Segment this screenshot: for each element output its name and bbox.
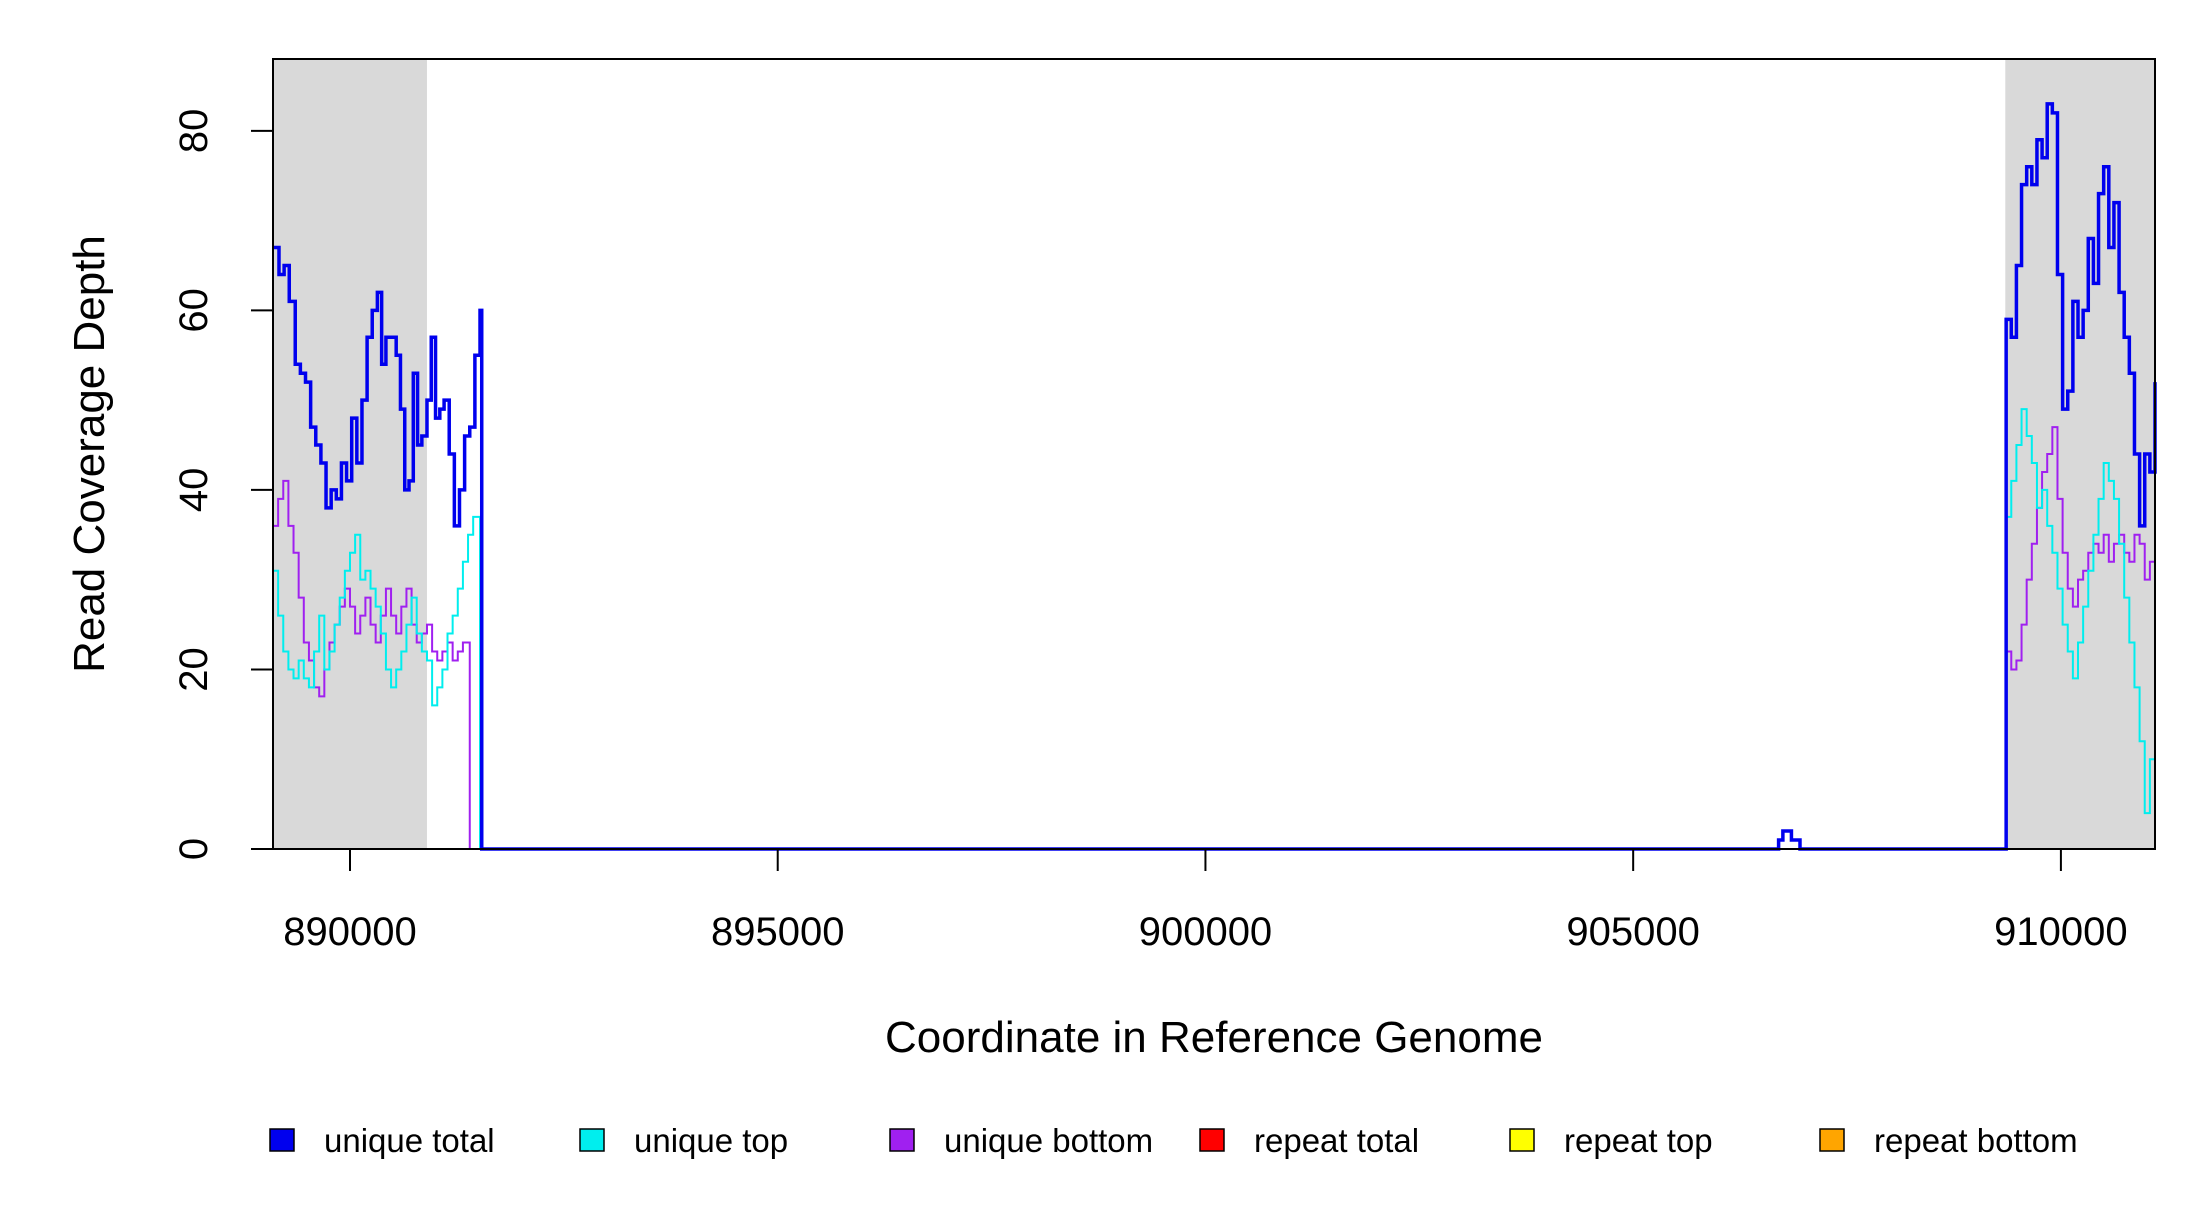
x-tick-label: 910000 (1994, 910, 2127, 954)
y-tick-label: 80 (172, 109, 216, 154)
legend-swatch-unique-top (579, 1128, 605, 1152)
x-tick-label: 900000 (1139, 910, 1272, 954)
y-tick-label: 60 (172, 288, 216, 333)
legend-swatch-unique-bottom (889, 1128, 915, 1152)
y-tick-label: 40 (172, 468, 216, 512)
y-tick-label: 0 (172, 838, 216, 860)
legend-swatch-repeat-bottom (1819, 1128, 1845, 1152)
legend-label-repeat-total: repeat total (1254, 1122, 1419, 1159)
legend: unique total unique top unique bottom repea… (269, 1122, 2078, 1159)
y-axis-title: Read Coverage Depth (65, 235, 114, 673)
legend-label-repeat-top: repeat top (1564, 1122, 1713, 1159)
x-axis: 890000 895000 900000 905000 910000 (283, 848, 2128, 954)
x-tick-label: 905000 (1566, 910, 1699, 954)
series-line-unique-total (273, 102, 2157, 851)
legend-label-unique-top: unique top (634, 1122, 788, 1159)
shaded-region (2005, 59, 2155, 849)
series-line-unique-top (273, 408, 2156, 850)
x-axis-title: Coordinate in Reference Genome (885, 1013, 1543, 1062)
legend-swatch-unique-total (269, 1128, 295, 1152)
legend-label-unique-total: unique total (324, 1122, 495, 1159)
y-tick-label: 20 (172, 647, 216, 692)
legend-swatch-repeat-total (1199, 1128, 1225, 1152)
legend-label-repeat-bottom: repeat bottom (1874, 1122, 2078, 1159)
legend-label-unique-bottom: unique bottom (944, 1122, 1153, 1159)
x-tick-label: 890000 (283, 910, 416, 954)
y-axis: 0 20 40 60 80 (172, 109, 274, 860)
x-tick-label: 895000 (711, 910, 844, 954)
legend-swatch-repeat-top (1509, 1128, 1535, 1152)
